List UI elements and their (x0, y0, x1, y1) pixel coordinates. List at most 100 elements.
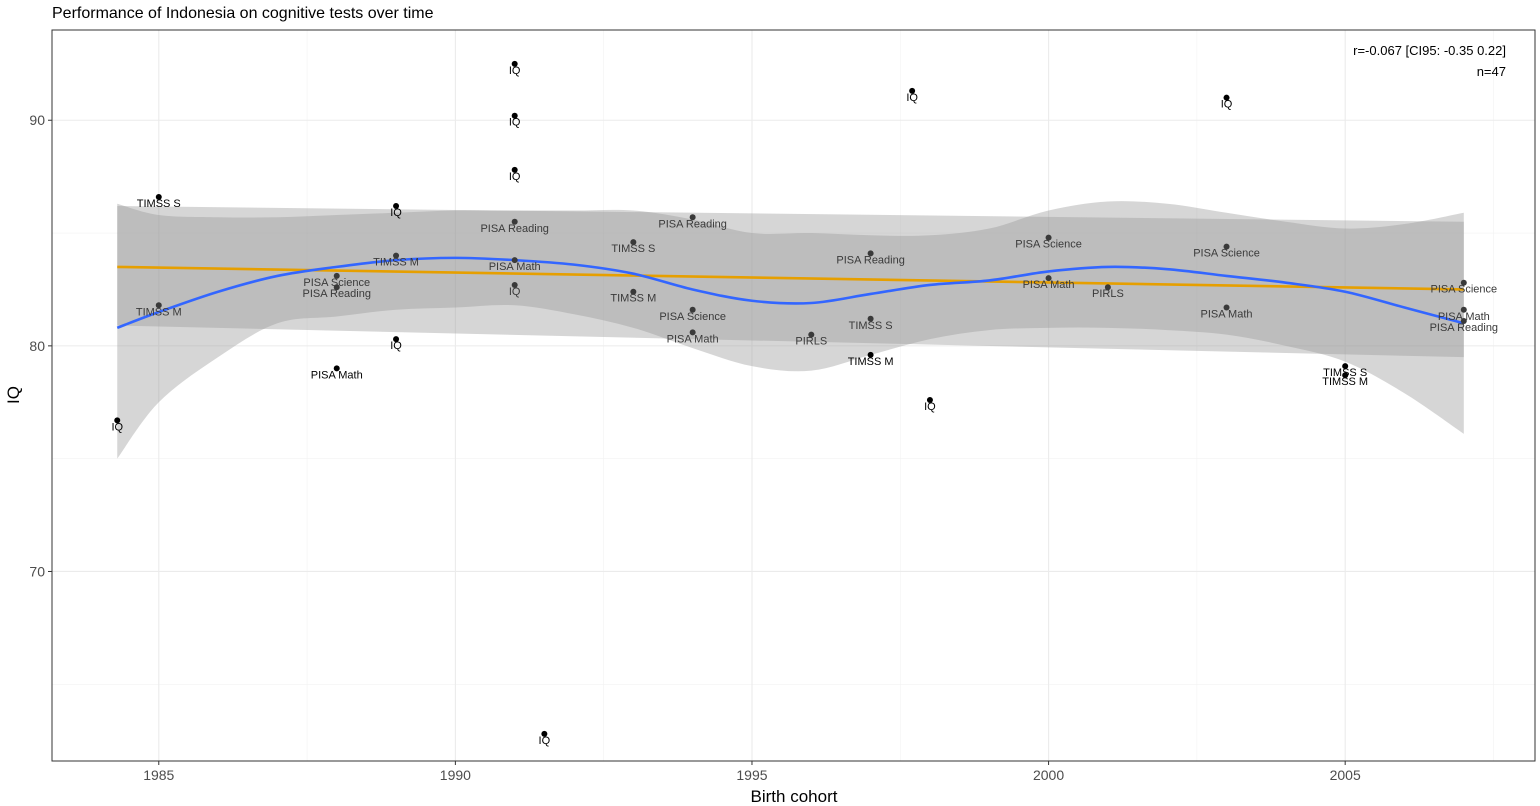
point-label: TIMSS M (373, 257, 419, 269)
data-point (155, 193, 162, 200)
data-point (393, 252, 400, 259)
point-label: IQ (509, 171, 521, 183)
y-axis-title: IQ (4, 386, 23, 404)
point-label: PISA Reading (302, 288, 371, 300)
point-label: TIMSS S (849, 320, 893, 332)
data-point (1460, 306, 1467, 313)
x-tick-label: 2005 (1330, 767, 1361, 783)
data-point (333, 272, 340, 279)
data-point (511, 257, 518, 264)
data-point (393, 202, 400, 209)
data-points (114, 60, 1467, 737)
y-tick-label: 90 (29, 112, 45, 128)
data-point (909, 87, 916, 94)
data-point (808, 331, 815, 338)
point-label: IQ (906, 92, 918, 104)
data-point (630, 239, 637, 246)
chart-title: Performance of Indonesia on cognitive te… (52, 5, 434, 22)
panel-border (51, 29, 1536, 762)
point-label: IQ (509, 117, 521, 129)
data-point (393, 336, 400, 343)
point-label: IQ (539, 735, 551, 747)
correlation-annotation: r=-0.067 [CI95: -0.35 0.22] (1353, 43, 1506, 58)
data-point (1045, 275, 1052, 282)
data-point (155, 302, 162, 309)
point-label: IQ (390, 340, 402, 352)
confidence-ribbons (117, 201, 1464, 459)
point-label: IQ (390, 207, 402, 219)
y-tick-label: 80 (29, 338, 45, 354)
point-label: PISA Reading (1430, 322, 1499, 334)
x-tick-label: 1990 (440, 767, 471, 783)
x-tick-label: 2000 (1033, 767, 1064, 783)
point-label: PISA Reading (480, 223, 549, 235)
point-label: PIRLS (1092, 288, 1124, 300)
data-point (333, 284, 340, 291)
linear-confidence-band (117, 205, 1464, 358)
grid-lines (52, 30, 1535, 761)
point-label: IQ (111, 421, 123, 433)
data-point (511, 112, 518, 119)
point-label: PISA Math (489, 261, 541, 273)
data-point (689, 214, 696, 221)
data-point (867, 315, 874, 322)
point-label: PIRLS (795, 336, 827, 348)
point-label: PISA Math (1023, 279, 1075, 291)
point-label: PISA Science (303, 277, 370, 289)
panel-background (52, 30, 1535, 761)
data-point (1460, 318, 1467, 325)
point-label: TIMSS S (137, 198, 181, 210)
point-label: PISA Reading (658, 218, 727, 230)
point-label: TIMSS M (610, 293, 656, 305)
fit-lines (116, 256, 1465, 330)
data-point (1342, 372, 1349, 379)
point-label: IQ (1221, 99, 1233, 111)
point-label: TIMSS M (848, 356, 894, 368)
data-point (867, 351, 874, 358)
data-point (1223, 94, 1230, 101)
x-tick-label: 1995 (736, 767, 767, 783)
n-annotation: n=47 (1477, 64, 1506, 79)
data-point (630, 288, 637, 295)
point-label: PISA Reading (836, 254, 905, 266)
point-label: IQ (924, 401, 936, 413)
point-label: PISA Science (1015, 239, 1082, 251)
point-label: IQ (509, 65, 521, 77)
data-point (114, 417, 121, 424)
data-point (511, 60, 518, 67)
point-label: TIMSS M (136, 306, 182, 318)
loess-confidence-band (117, 201, 1464, 459)
data-point (333, 365, 340, 372)
point-label: PISA Science (1430, 284, 1497, 296)
data-point (1223, 304, 1230, 311)
data-point (689, 306, 696, 313)
point-label: PISA Math (1438, 311, 1490, 323)
data-point (689, 329, 696, 336)
data-point (511, 281, 518, 288)
data-point (1104, 284, 1111, 291)
data-point (1342, 363, 1349, 370)
linear-fit-line (117, 265, 1464, 291)
point-label: PISA Math (1201, 309, 1253, 321)
data-point (926, 397, 933, 404)
data-point (1460, 279, 1467, 286)
data-point (511, 166, 518, 173)
point-label: PISA Science (659, 311, 726, 323)
data-point (867, 250, 874, 257)
point-label: PISA Math (667, 333, 719, 345)
x-axis-title: Birth cohort (751, 787, 838, 806)
data-point (541, 730, 548, 737)
point-label: IQ (509, 286, 521, 298)
data-point (1223, 243, 1230, 250)
data-point (511, 218, 518, 225)
data-point (1045, 234, 1052, 241)
x-tick-label: 1985 (143, 767, 174, 783)
point-label: PISA Science (1193, 248, 1260, 260)
point-label: TIMSS M (1322, 376, 1368, 388)
point-label: TIMSS S (611, 243, 655, 255)
axes: 1985 1990 1995 2000 2005 70 80 90 (29, 112, 1361, 783)
point-label: TIMSS S (1323, 367, 1367, 379)
